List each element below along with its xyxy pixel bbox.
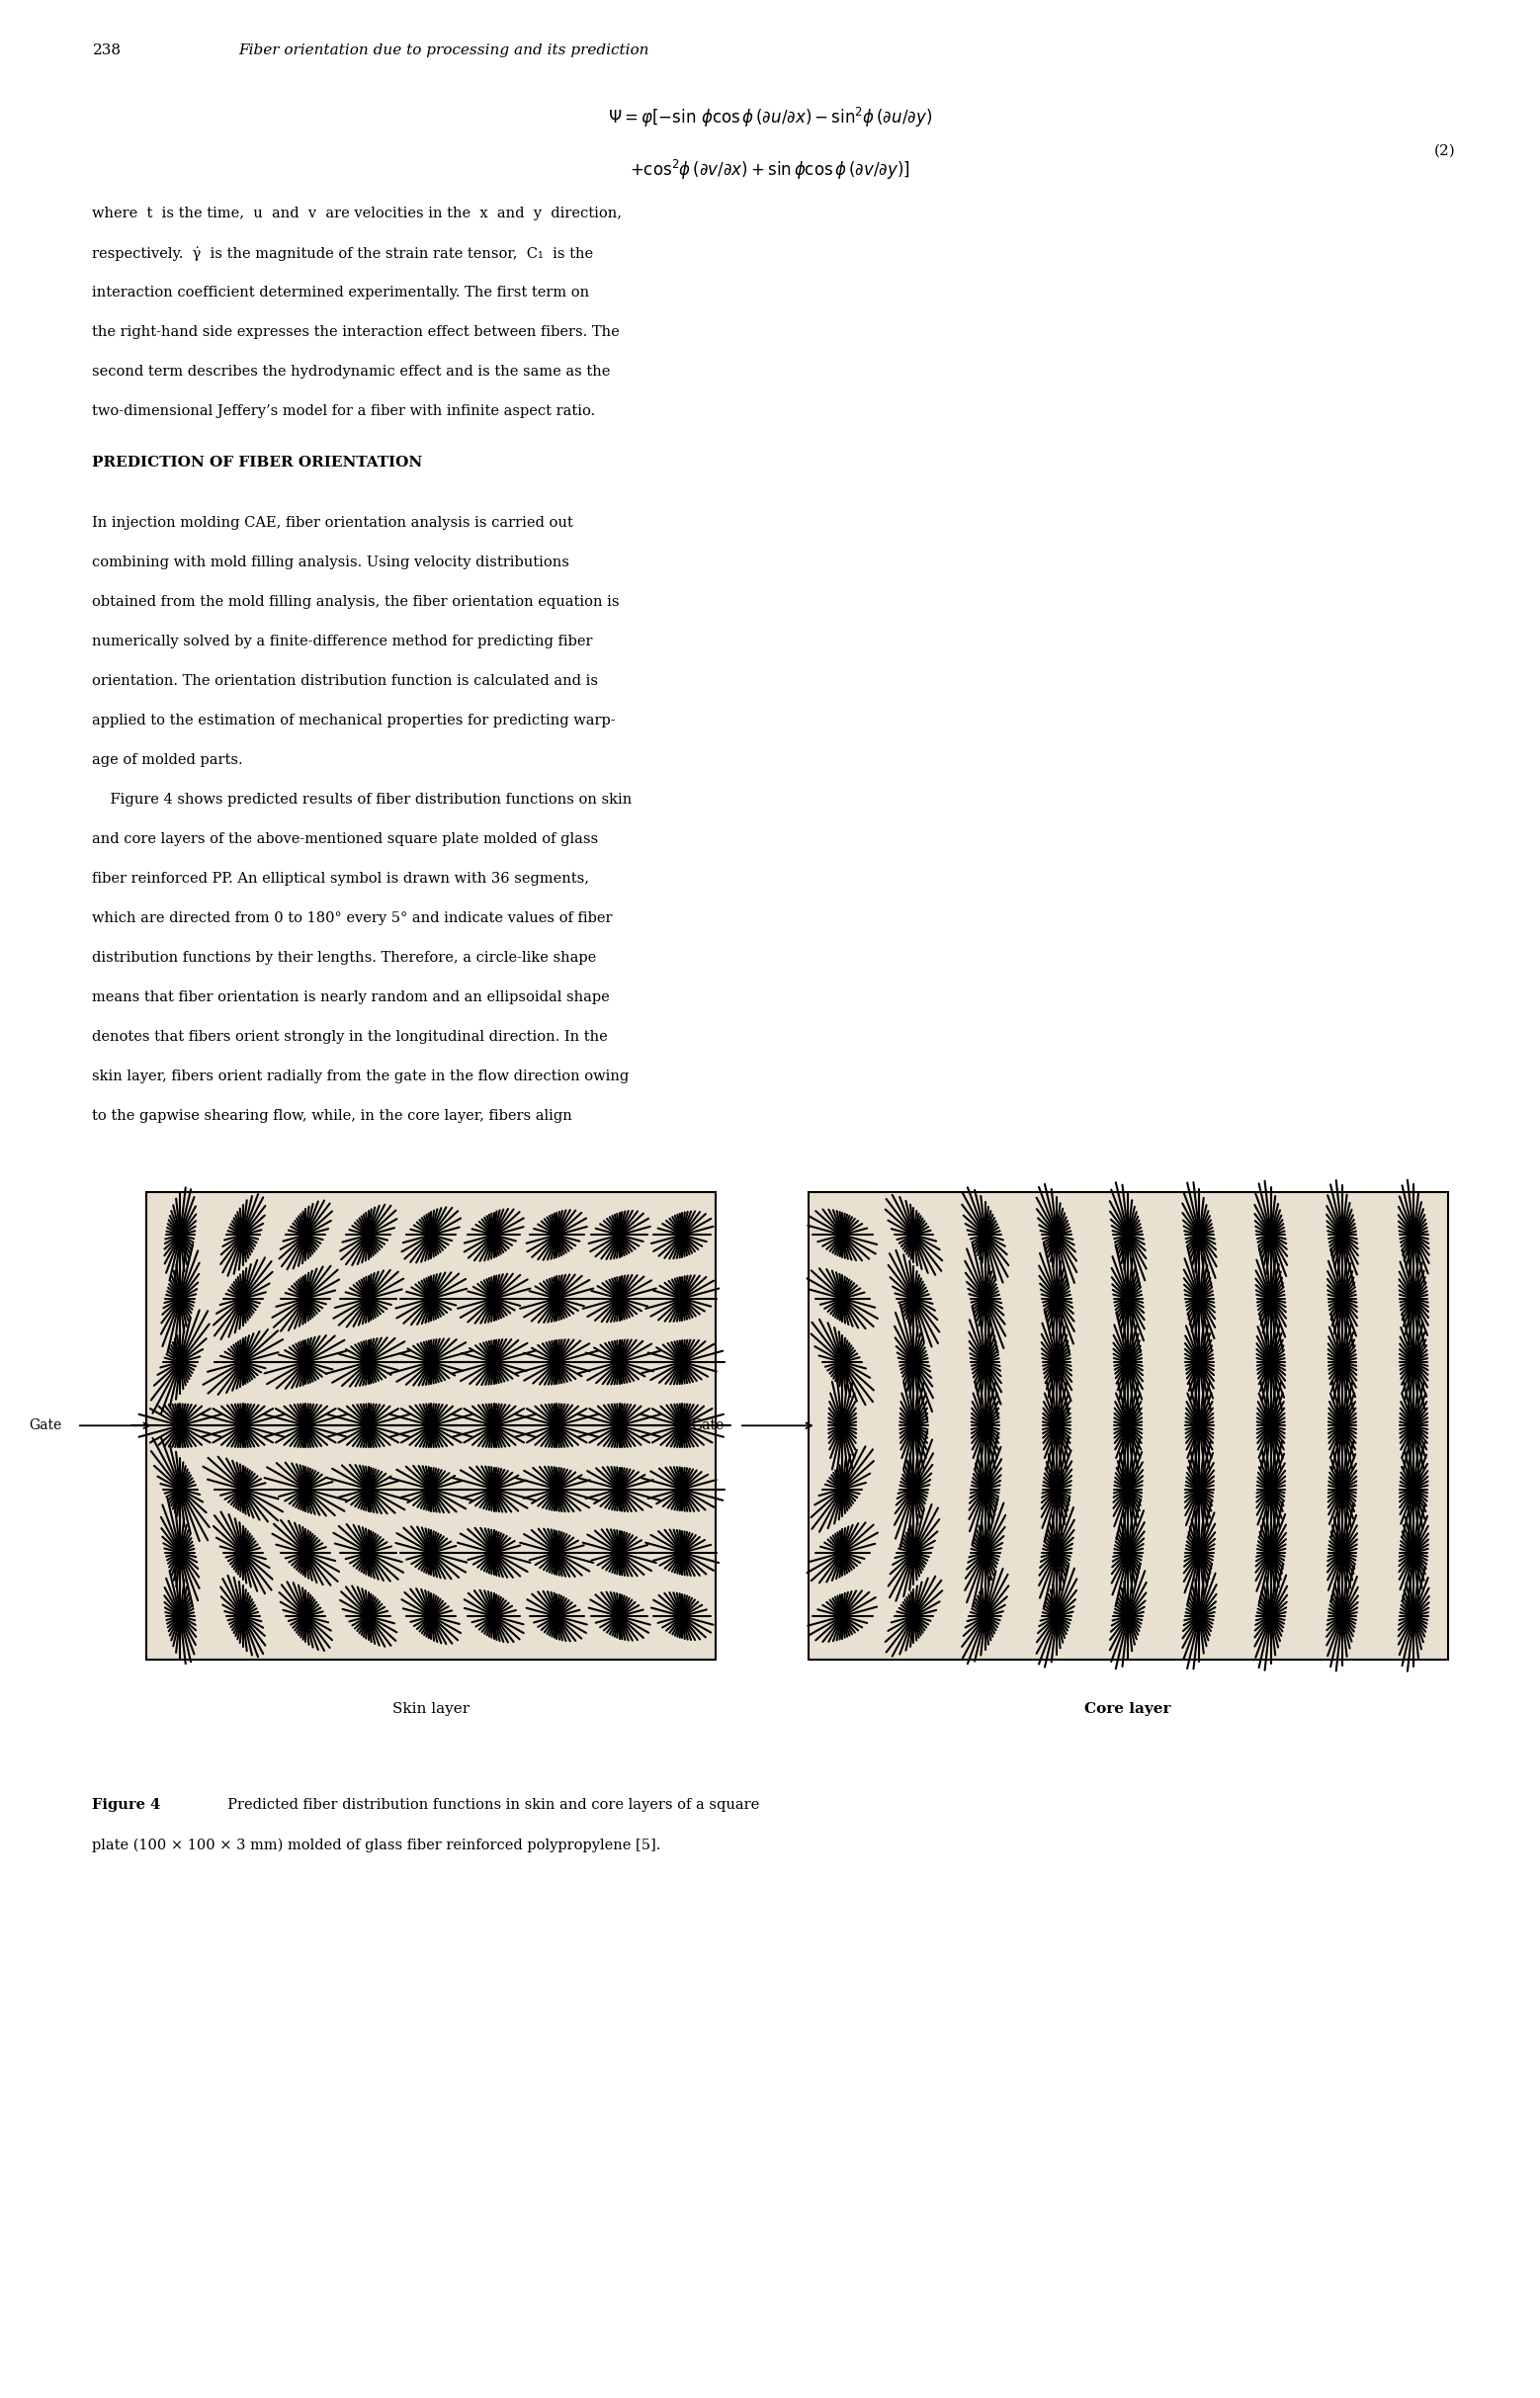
- Text: Skin layer: Skin layer: [393, 1703, 470, 1717]
- Text: plate (100 × 100 × 3 mm) molded of glass fiber reinforced polypropylene [5].: plate (100 × 100 × 3 mm) molded of glass…: [92, 1837, 661, 1851]
- Text: $+\cos^2\!\phi\,(\partial v/\partial x) + \sin\phi\cos\phi\,(\partial v/\partial: $+\cos^2\!\phi\,(\partial v/\partial x) …: [630, 158, 910, 182]
- Text: Core layer: Core layer: [1084, 1703, 1172, 1717]
- Text: combining with mold filling analysis. Using velocity distributions: combining with mold filling analysis. Us…: [92, 554, 570, 568]
- Text: (2): (2): [1434, 144, 1455, 158]
- Text: distribution functions by their lengths. Therefore, a circle-like shape: distribution functions by their lengths.…: [92, 950, 598, 964]
- Text: age of molded parts.: age of molded parts.: [92, 753, 243, 767]
- Text: second term describes the hydrodynamic effect and is the same as the: second term describes the hydrodynamic e…: [92, 364, 611, 379]
- Text: applied to the estimation of mechanical properties for predicting warp-: applied to the estimation of mechanical …: [92, 712, 616, 727]
- Text: fiber reinforced PP. An elliptical symbol is drawn with 36 segments,: fiber reinforced PP. An elliptical symbo…: [92, 870, 590, 885]
- Text: interaction coefficient determined experimentally. The first term on: interaction coefficient determined exper…: [92, 285, 590, 300]
- Text: and core layers of the above-mentioned square plate molded of glass: and core layers of the above-mentioned s…: [92, 832, 599, 846]
- Text: two-dimensional Jeffery’s model for a fiber with infinite aspect ratio.: two-dimensional Jeffery’s model for a fi…: [92, 403, 596, 417]
- Text: denotes that fibers orient strongly in the longitudinal direction. In the: denotes that fibers orient strongly in t…: [92, 1029, 608, 1043]
- Text: Fiber orientation due to processing and its prediction: Fiber orientation due to processing and …: [239, 43, 650, 58]
- Text: respectively.  γ̇  is the magnitude of the strain rate tensor,  C₁  is the: respectively. γ̇ is the magnitude of the…: [92, 245, 593, 261]
- Text: Gate: Gate: [691, 1420, 724, 1432]
- Text: obtained from the mold filling analysis, the fiber orientation equation is: obtained from the mold filling analysis,…: [92, 595, 619, 609]
- Text: In injection molding CAE, fiber orientation analysis is carried out: In injection molding CAE, fiber orientat…: [92, 516, 573, 530]
- Text: skin layer, fibers orient radially from the gate in the flow direction owing: skin layer, fibers orient radially from …: [92, 1070, 630, 1084]
- Text: Predicted fiber distribution functions in skin and core layers of a square: Predicted fiber distribution functions i…: [219, 1798, 759, 1813]
- Text: the right-hand side expresses the interaction effect between fibers. The: the right-hand side expresses the intera…: [92, 324, 621, 338]
- Text: $\Psi = \varphi[-\sin\,\phi\cos\phi\,(\partial u/\partial x) - \sin^2\!\phi\,(\p: $\Psi = \varphi[-\sin\,\phi\cos\phi\,(\p…: [608, 106, 932, 129]
- Text: PREDICTION OF FIBER ORIENTATION: PREDICTION OF FIBER ORIENTATION: [92, 456, 424, 470]
- Text: Gate: Gate: [29, 1420, 62, 1432]
- Text: Figure 4: Figure 4: [92, 1798, 160, 1813]
- Text: which are directed from 0 to 180° every 5° and indicate values of fiber: which are directed from 0 to 180° every …: [92, 911, 613, 926]
- Text: where  t  is the time,  u  and  v  are velocities in the  x  and  y  direction,: where t is the time, u and v are velocit…: [92, 206, 622, 221]
- Bar: [808, 1192, 1448, 1659]
- Text: to the gapwise shearing flow, while, in the core layer, fibers align: to the gapwise shearing flow, while, in …: [92, 1108, 573, 1122]
- Text: Figure 4 shows predicted results of fiber distribution functions on skin: Figure 4 shows predicted results of fibe…: [92, 791, 633, 806]
- Bar: [146, 1192, 716, 1659]
- Text: means that fiber orientation is nearly random and an ellipsoidal shape: means that fiber orientation is nearly r…: [92, 990, 610, 1005]
- Text: numerically solved by a finite-difference method for predicting fiber: numerically solved by a finite-differenc…: [92, 633, 593, 647]
- Text: orientation. The orientation distribution function is calculated and is: orientation. The orientation distributio…: [92, 674, 599, 688]
- Text: 238: 238: [92, 43, 122, 58]
